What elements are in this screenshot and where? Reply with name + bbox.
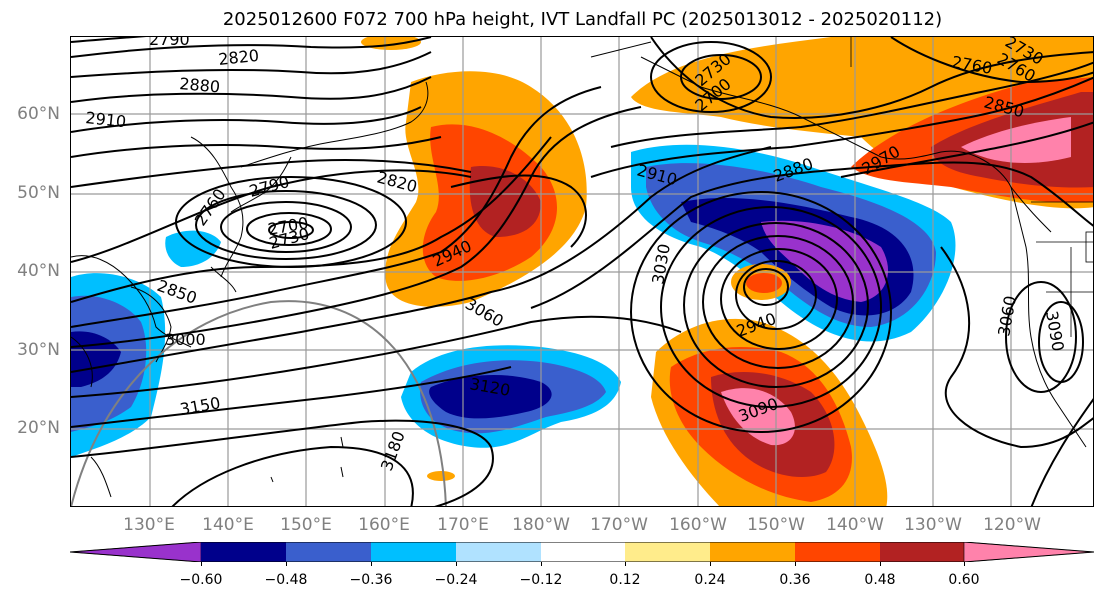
colorbar-tick-label: −0.48 — [264, 572, 308, 588]
lat-label-60n: 60°N — [17, 104, 60, 124]
contour-label: 3060 — [462, 294, 507, 331]
colorbar-tick-label: 0.12 — [609, 572, 641, 588]
colorbar-tickmark — [541, 562, 542, 566]
colorbar-segment-8 — [795, 542, 880, 562]
colorbar-tick-label: 0.36 — [779, 572, 811, 588]
colorbar-tick-label: −0.60 — [179, 572, 223, 588]
shade-subtrop-navy — [429, 375, 552, 419]
map-panel: 2790 2820 2880 2910 2760 2790 2700 2730 … — [70, 36, 1094, 507]
lon-label-140e: 140°E — [202, 515, 254, 535]
colorbar-segment-3 — [371, 542, 456, 562]
contour-label: 3000 — [165, 330, 206, 349]
colorbar-segment-6 — [625, 542, 710, 562]
lon-label-150w: 150°W — [747, 515, 805, 535]
contour-label: 2820 — [375, 168, 419, 197]
great-circle-arc — [71, 300, 447, 506]
contour-label: 2880 — [179, 74, 221, 96]
colorbar-segment-10 — [963, 542, 1094, 562]
colorbar-tickmark — [710, 562, 711, 566]
shade-kamchatka-lightblue — [165, 230, 221, 267]
lon-label-150e: 150°E — [280, 515, 332, 535]
contour-label: 3150 — [178, 393, 221, 419]
shade-small-orange-2 — [361, 37, 421, 50]
colorbar-segment-1 — [201, 542, 286, 562]
map-canvas: 2790 2820 2880 2910 2760 2790 2700 2730 … — [71, 37, 1093, 506]
colorbar-tickmark — [795, 562, 796, 566]
colorbar-segment-0 — [70, 542, 202, 562]
colorbar-segment-7 — [710, 542, 795, 562]
shade-small-orange-1 — [427, 471, 455, 481]
lat-label-40n: 40°N — [17, 261, 60, 281]
colorbar — [70, 542, 1094, 562]
colorbar-tickmark — [964, 562, 965, 566]
colorbar-segment-9 — [880, 542, 964, 562]
colorbar-tickmark — [880, 562, 881, 566]
colorbar-tick-label: −0.36 — [349, 572, 393, 588]
contour-label: 2820 — [217, 46, 259, 69]
lon-label-170w: 170°W — [590, 515, 648, 535]
lon-label-130w: 130°W — [904, 515, 962, 535]
contour-label: 3090 — [1042, 309, 1068, 352]
lon-label-140w: 140°W — [826, 515, 884, 535]
contour-label: 2790 — [149, 37, 190, 49]
colorbar-tickmark — [201, 562, 202, 566]
lon-label-120w: 120°W — [983, 515, 1041, 535]
colorbar-segment-2 — [286, 542, 371, 562]
shade-kuroshio-darkred — [469, 166, 541, 237]
contour-label: 2910 — [85, 108, 127, 131]
colorbar-tickmark — [371, 562, 372, 566]
height-contours — [71, 37, 1093, 506]
lon-label-160w: 160°W — [669, 515, 727, 535]
contour-label: 2760 — [191, 185, 230, 229]
lon-label-180w: 180°W — [512, 515, 570, 535]
shade-low-red-core — [746, 273, 782, 293]
lat-label-30n: 30°N — [17, 340, 60, 360]
colorbar-tickmark — [286, 562, 287, 566]
contour-label: 3060 — [994, 294, 1020, 337]
contour-label: 3030 — [648, 242, 674, 285]
colorbar-tick-label: −0.24 — [434, 572, 478, 588]
contour-label: 3180 — [377, 429, 409, 474]
contour-label: 2790 — [247, 172, 291, 201]
lon-label-130e: 130°E — [123, 515, 175, 535]
colorbar-tick-label: 0.24 — [694, 572, 726, 588]
lat-label-20n: 20°N — [17, 418, 60, 438]
colorbar-tick-label: −0.12 — [519, 572, 563, 588]
lat-label-50n: 50°N — [17, 183, 60, 203]
lon-label-160e: 160°E — [358, 515, 410, 535]
lon-label-170e: 170°E — [437, 515, 489, 535]
colorbar-segment-4 — [456, 542, 541, 562]
colorbar-tickmark — [625, 562, 626, 566]
colorbar-tick-label: 0.48 — [864, 572, 896, 588]
colorbar-tick-label: 0.60 — [948, 572, 980, 588]
shade-npac-purple — [761, 220, 889, 302]
map-title: 2025012600 F072 700 hPa height, IVT Land… — [222, 9, 943, 30]
colorbar-tickmark — [456, 562, 457, 566]
colorbar-segment-5 — [541, 542, 625, 562]
shade-gulf-alaska-pink — [961, 117, 1071, 163]
